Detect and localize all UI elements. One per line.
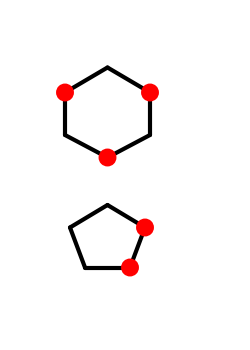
Circle shape <box>143 85 157 99</box>
Circle shape <box>138 220 152 234</box>
Circle shape <box>58 85 72 99</box>
Circle shape <box>123 260 137 274</box>
Circle shape <box>100 150 114 164</box>
